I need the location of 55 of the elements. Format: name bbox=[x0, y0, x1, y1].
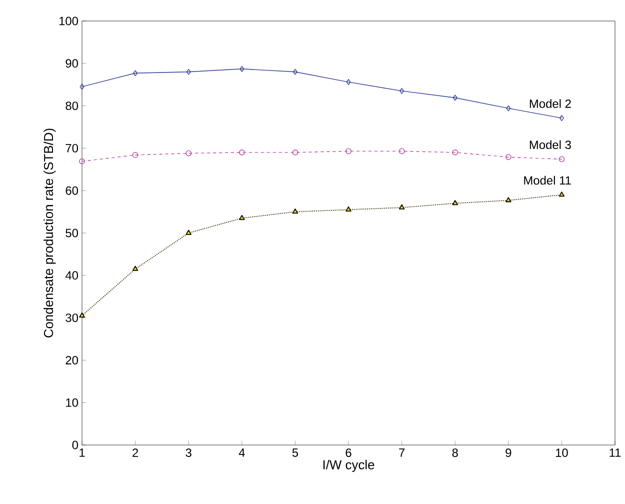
y-tick-label: 50 bbox=[66, 228, 78, 238]
y-tick-label: 70 bbox=[66, 144, 78, 152]
point bbox=[452, 94, 458, 101]
point bbox=[239, 214, 245, 220]
x-tick-label: 6 bbox=[346, 448, 352, 457]
point bbox=[186, 230, 192, 235]
x-tick-label: 11 bbox=[610, 448, 621, 457]
point bbox=[292, 150, 298, 156]
point bbox=[398, 204, 405, 210]
x-tick-label: 7 bbox=[399, 448, 405, 457]
series-label: Model 2 bbox=[530, 99, 571, 108]
point bbox=[400, 88, 404, 94]
y-tick-label: 30 bbox=[66, 314, 78, 322]
y-axis-title: Condensate production rate (STB/D) bbox=[44, 128, 56, 338]
point bbox=[132, 266, 138, 271]
y-tick-label: 80 bbox=[66, 102, 78, 110]
x-tick-label: 5 bbox=[292, 448, 298, 457]
point bbox=[240, 66, 244, 72]
y-tick-label: 0 bbox=[72, 440, 78, 450]
x-tick-label: 8 bbox=[452, 448, 458, 457]
point bbox=[346, 148, 352, 154]
series-label: Model 3 bbox=[530, 140, 571, 150]
y-tick-label: 90 bbox=[66, 59, 78, 68]
point bbox=[292, 208, 298, 214]
y-tick-label: 100 bbox=[59, 16, 78, 26]
y-tick-label: 40 bbox=[65, 271, 78, 280]
point bbox=[398, 148, 405, 154]
point bbox=[506, 197, 512, 202]
point bbox=[452, 200, 458, 206]
y-tick-label: 60 bbox=[66, 186, 78, 195]
x-tick-label: 9 bbox=[506, 448, 512, 457]
point bbox=[346, 206, 352, 212]
point bbox=[558, 192, 565, 197]
point bbox=[506, 105, 511, 112]
point bbox=[452, 150, 458, 156]
x-tick-label: 1 bbox=[80, 448, 85, 457]
x-tick-label: 3 bbox=[186, 448, 192, 457]
point bbox=[186, 150, 192, 156]
point bbox=[346, 79, 351, 85]
point bbox=[186, 68, 191, 75]
y-tick-label: 10 bbox=[66, 398, 78, 407]
point bbox=[292, 68, 298, 75]
series-label: Model 11 bbox=[524, 176, 571, 185]
x-tick-label: 2 bbox=[132, 448, 138, 457]
point bbox=[558, 156, 565, 162]
x-axis-title: I/W cycle bbox=[323, 460, 374, 472]
point bbox=[505, 154, 512, 160]
point bbox=[79, 158, 85, 164]
y-tick-label: 20 bbox=[66, 356, 78, 364]
point bbox=[133, 70, 138, 76]
point bbox=[238, 150, 245, 156]
point bbox=[79, 312, 85, 318]
x-tick-label: 4 bbox=[238, 448, 245, 457]
point bbox=[132, 152, 138, 158]
x-tick-label: 10 bbox=[556, 448, 568, 457]
